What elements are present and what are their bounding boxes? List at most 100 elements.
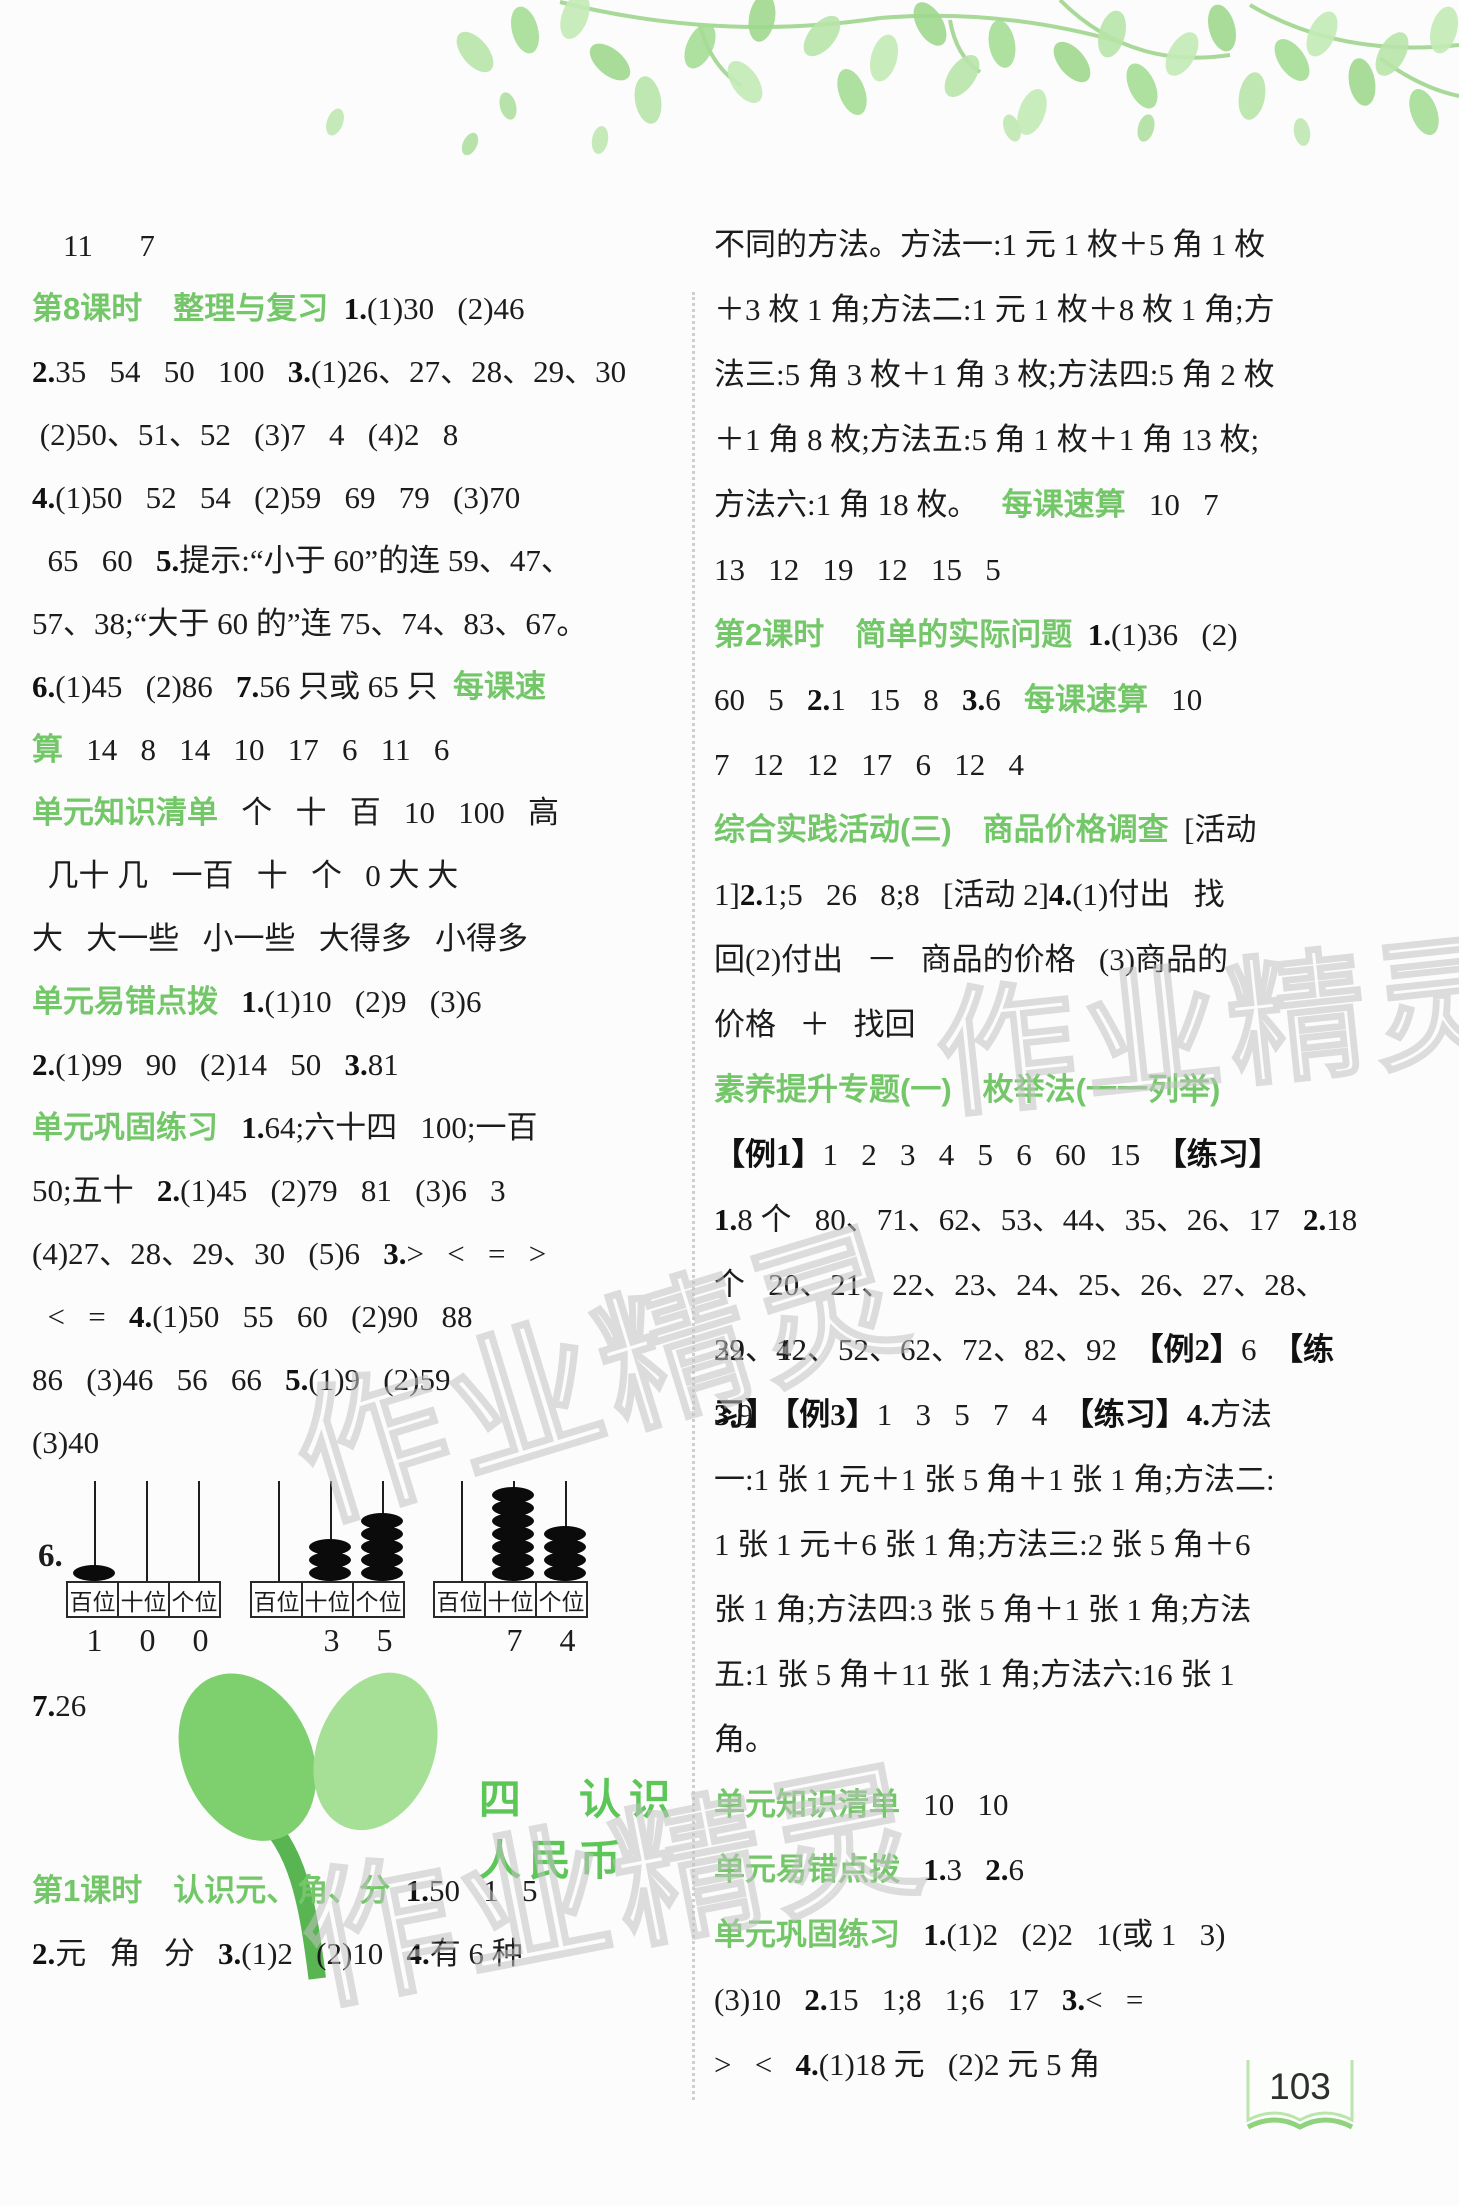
answer-text: 26 [55,1688,87,1723]
text-line: 11 7 [32,214,682,277]
text-line: 1 张 1 元＋6 张 1 角;方法三:2 张 5 角＋6 [714,1512,1362,1577]
place-value-label: 十位 [117,1581,170,1618]
answer-text [218,984,241,1019]
abacus-rod [356,1481,408,1581]
answer-text: 2. [32,1047,56,1082]
answer-text: 1. [923,1917,947,1952]
place-value-label: 百位 [66,1581,119,1618]
place-value-label: 个位 [535,1581,588,1618]
abacus-exercise: 6. 百位 十位 个位 1 0 0 百位 十位 个位 3 5 百位 十位 个位 7 4 [32,1474,682,1674]
place-value-labels: 百位 十位 个位 [66,1581,221,1618]
text-line: (4)27、28、29、30 (5)6 3.> < = > [32,1222,682,1285]
rod-line [198,1481,200,1581]
answer-text: 提示:“小于 60”的连 59、47、 [179,543,572,578]
text-line: 【例1】1 2 3 4 5 6 60 15 【练习】 [714,1122,1362,1187]
answer-text: 14 8 14 10 17 6 11 6 [63,732,450,767]
answer-text: 10 7 [1125,487,1219,522]
answer-text: 1. [1087,617,1111,652]
answer-text: 个 十 百 10 100 高 [218,795,559,830]
answer-text [900,1917,923,1952]
answer-text: 方法 [1210,1397,1272,1432]
answer-text: (2)50、51、52 (3)7 4 (4)2 8 [32,417,459,452]
answer-text: 3. [218,1936,242,1971]
answer-text [218,1110,241,1145]
answer-text: < = [1085,1982,1144,2017]
answer-text: 【例2】 [1132,1332,1242,1367]
answer-text: 2. [807,682,831,717]
text-line: 13 12 19 12 15 5 [714,537,1362,602]
abacus-rod [252,1481,304,1581]
rod-line [461,1481,463,1581]
abacus-bead [361,1565,403,1581]
answer-text: > < = > [406,1236,547,1271]
answer-text: (1)9 (2)59 [308,1362,451,1397]
abacus-bead [309,1552,351,1568]
answer-text: 6 [985,682,1024,717]
answer-text: [活动 [1168,812,1257,847]
answer-text: 57、38;“大于 60 的”连 75、74、83、67。 [32,606,588,641]
text-line: 回(2)付出 － 商品的价格 (3)商品的 [714,927,1362,992]
answer-text: 3. [714,1397,738,1432]
answer-text: < = [32,1299,129,1334]
text-line: ＋3 枚 1 角;方法二:1 元 1 枚＋8 枚 1 角;方 [714,277,1362,342]
text-line: 单元知识清单 个 十 百 10 100 高 [32,781,682,844]
abacus-figure: 百位 十位 个位 3 5 [250,1478,410,1660]
text-line: 单元巩固练习 1.64;六十四 100;一百 [32,1096,682,1159]
answer-text: 3. [344,1047,368,1082]
abacus-rod [68,1481,120,1581]
answer-text: 4. [128,1299,153,1334]
answer-text: 65 60 [32,543,156,578]
rod-line [146,1481,148,1581]
answer-text: 4. [795,2047,819,2082]
answer-text: (3)40 [32,1425,100,1460]
answer-text: 1 3 5 7 4 [876,1397,1063,1432]
section-header-text: 素养提升专题(一) 枚举法(一一列举) [714,1072,1221,1107]
answer-text: 3. [287,354,311,389]
abacus-bead [492,1552,534,1568]
answer-text: 56 只或 65 只 [259,669,454,704]
text-line: 一:1 张 1 元＋1 张 5 角＋1 张 1 角;方法二: [714,1447,1362,1512]
answer-text: 1. [714,1202,738,1237]
text-line: 法三:5 角 3 枚＋1 角 3 枚;方法四:5 角 2 枚 [714,342,1362,407]
answer-text: 35 54 50 100 [55,354,288,389]
answer-text: (1)2 (2)10 [241,1936,407,1971]
text-line: 五:1 张 5 角＋11 张 1 角;方法六:16 张 1 [714,1642,1362,1707]
text-line: 2.35 54 50 100 3.(1)26、27、28、29、30 [32,340,682,403]
answer-text: 元 角 分 [55,1936,218,1971]
answer-text: 81 [367,1047,399,1082]
text-line: 7 12 12 17 6 12 4 [714,732,1362,797]
answer-text: 3. [1061,1982,1086,2017]
answer-text: 1. [241,1110,265,1145]
answer-text: 15 1;8 1;6 17 [827,1982,1062,2017]
answer-text: 【练习】4. [1062,1397,1210,1432]
text-line: 1]2.1;5 26 8;8 [活动 2]4.(1)付出 找 [714,862,1362,927]
text-line: 单元知识清单 10 10 [714,1772,1362,1837]
answer-text [1072,617,1088,652]
answer-text: 1. [241,984,265,1019]
answer-text: (3)10 [714,1982,805,2017]
abacus-bead [544,1565,586,1581]
section-header-text: 单元知识清单 [32,795,218,830]
answer-text: 有 6 种 [429,1936,523,1971]
question-number: 6. [38,1538,63,1574]
answer-text: 7 12 12 17 6 12 4 [714,747,1024,782]
column-divider [692,292,695,2100]
answer-text: 几十 几 一百 十 个 0 大 大 [32,858,459,893]
answer-text: 10 [1148,682,1203,717]
answer-text: 6 [1241,1332,1272,1367]
text-line: 单元巩固练习 1.(1)2 (2)2 1(或 1 3) [714,1902,1362,1967]
answer-text: 4. [406,1936,430,1971]
text-line: (3)10 2.15 1;8 1;6 17 3.< = [714,1967,1362,2032]
answer-text: 60 5 [714,682,807,717]
answer-text: (1)36 (2) [1111,617,1238,652]
abacus-digit: 1 [86,1622,103,1658]
answer-text: (1)18 元 (2)2 元 5 角 [818,2047,1101,2082]
answer-text: 64;六十四 100;一百 [264,1110,538,1145]
text-line: 几十 几 一百 十 个 0 大 大 [32,844,682,907]
abacus-bead [361,1539,403,1555]
text-line: 57、38;“大于 60 的”连 75、74、83、67。 [32,592,682,655]
abacus-bead [361,1526,403,1542]
answer-text: 1. [343,291,367,326]
